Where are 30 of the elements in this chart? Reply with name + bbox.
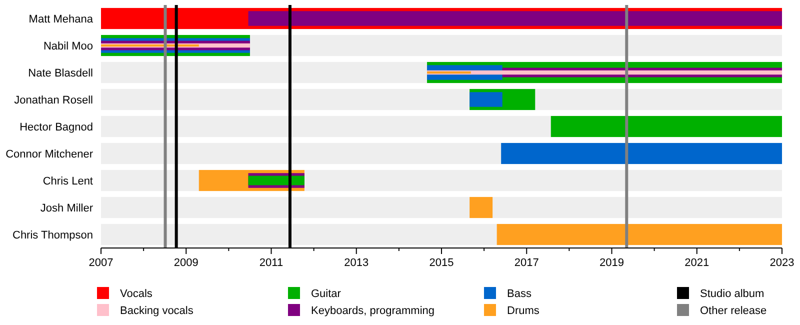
x-tick-label: 2017	[514, 257, 539, 269]
y-tick-label: Chris Lent	[42, 175, 93, 188]
legend-label: Vocals	[120, 288, 153, 300]
legend-label: Bass	[507, 288, 532, 300]
legend-label: Studio album	[700, 288, 764, 300]
x-tick-label: 2013	[344, 257, 369, 269]
legend-label: Other release	[700, 304, 767, 317]
x-tick-label: 2011	[259, 257, 284, 269]
y-tick-label: Hector Bagnod	[20, 121, 93, 134]
legend-label: Guitar	[311, 288, 342, 300]
x-tick-label: 2007	[88, 257, 114, 269]
legend-label: Backing vocals	[120, 304, 194, 317]
bar	[427, 71, 471, 74]
bar	[470, 92, 502, 107]
legend-label: Keyboards, programming	[311, 304, 435, 317]
y-tick-label: Chris Thompson	[12, 229, 93, 242]
bar	[470, 196, 493, 218]
y-tick-label: Nate Blasdell	[28, 67, 93, 80]
x-tick-label: 2021	[684, 257, 710, 269]
y-tick-label: Matt Mehana	[28, 13, 94, 26]
y-tick-label: Jonathan Rosell	[14, 94, 93, 106]
legend-label: Drums	[507, 304, 540, 317]
x-tick-label: 2023	[770, 257, 794, 269]
bar	[427, 70, 782, 75]
x-tick-label: 2019	[600, 257, 624, 269]
y-tick-label: Josh Miller	[40, 202, 94, 214]
x-tick-label: 2015	[429, 257, 454, 269]
y-tick-label: Connor Mitchener	[6, 148, 94, 160]
x-tick-label: 2009	[174, 257, 198, 269]
y-tick-label: Nabil Moo	[43, 40, 93, 52]
